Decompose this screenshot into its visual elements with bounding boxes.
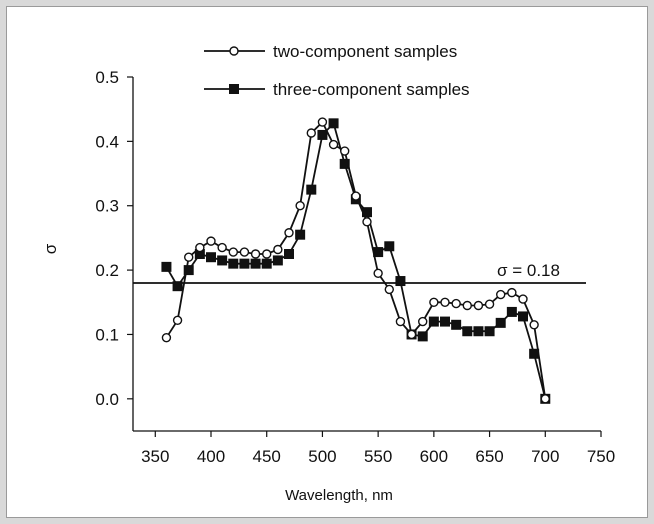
series-2-point (272, 255, 283, 266)
series-1-point (351, 191, 361, 201)
series-2-point (183, 265, 194, 276)
series-1-point (462, 300, 472, 311)
series-1-point (496, 289, 506, 300)
reference-line-label: σ = 0.18 (497, 261, 560, 280)
series-1-point (228, 247, 238, 257)
series-2-point (239, 258, 250, 269)
series-2-point (161, 261, 172, 272)
series-1-point (217, 242, 227, 253)
series-2-point (484, 326, 495, 337)
line-chart: 0.0 0.1 0.2 0.3 0.4 0.5 350 400 450 500 550 600 650 7… (41, 42, 615, 504)
series-2-point (317, 129, 328, 140)
series-1-point (406, 329, 417, 340)
legend: two-component samples three-component sam… (204, 42, 470, 99)
series-2-point (217, 255, 228, 266)
series-2-point (172, 281, 183, 292)
series-2-point (506, 306, 517, 317)
series-2-point (228, 258, 239, 269)
series-2-point (462, 326, 473, 337)
series-1-point (451, 298, 461, 309)
series-2-point (295, 229, 306, 240)
series-1-point (395, 316, 406, 327)
series-1-point (429, 297, 439, 307)
series-2-point (451, 319, 462, 330)
series-2-point (518, 311, 528, 322)
series-2-point (440, 316, 450, 327)
legend-label: three-component samples (273, 80, 470, 99)
series-1-point (184, 252, 194, 262)
series-1-point (161, 332, 172, 343)
x-tick-label: 600 (420, 447, 448, 466)
series-2-point (395, 276, 406, 287)
x-tick-label: 700 (531, 447, 559, 466)
series-1-point (373, 268, 383, 279)
series-1-point (273, 244, 283, 255)
series-2-point (339, 158, 350, 169)
legend-label: two-component samples (273, 42, 457, 61)
series-1-point (195, 242, 205, 253)
series-1-point (340, 146, 350, 156)
series-1-point (507, 287, 517, 298)
x-tick-label: 350 (141, 447, 169, 466)
series-2-point (261, 258, 272, 269)
open-circle-icon (229, 46, 239, 56)
series-1-point (239, 247, 250, 257)
series-2-point (473, 326, 484, 337)
y-tick-label: 0.1 (95, 325, 119, 344)
x-tick-label: 500 (308, 447, 336, 466)
series-1-point (317, 117, 328, 127)
series-1-point (440, 297, 450, 307)
x-axis-label: Wavelength, nm (285, 487, 393, 504)
y-tick-label: 0.5 (95, 68, 119, 87)
chart-panel: 0.0 0.1 0.2 0.3 0.4 0.5 350 400 450 500 550 600 650 7… (6, 6, 648, 518)
x-tick-label: 650 (475, 447, 503, 466)
series-1-point (473, 300, 484, 311)
series-1-point (518, 294, 528, 304)
y-axis-label: σ (41, 243, 60, 254)
series-group (161, 117, 551, 404)
axes: 0.0 0.1 0.2 0.3 0.4 0.5 350 400 450 500 550 600 650 7… (95, 68, 615, 466)
x-tick-label: 400 (197, 447, 225, 466)
series-2-point (206, 252, 216, 263)
series-2-point (284, 249, 294, 259)
y-tick-label: 0.0 (95, 390, 119, 409)
series-2-point (328, 118, 339, 129)
series-1-point (250, 249, 261, 259)
y-tick-label: 0.4 (95, 132, 119, 151)
series-1-point (540, 394, 550, 404)
series-2-point (428, 316, 439, 327)
series-2-point (529, 348, 540, 359)
series-1-point (172, 315, 183, 325)
x-tick-label: 450 (253, 447, 281, 466)
series-2-point (250, 258, 261, 269)
series-2-point (384, 241, 395, 252)
x-tick-label: 750 (587, 447, 615, 466)
filled-square-icon (229, 84, 239, 94)
series-1-point (384, 284, 394, 295)
series-2-point (495, 317, 506, 328)
series-2-point (373, 247, 384, 258)
series-1-point (206, 236, 216, 246)
series-2-point (362, 207, 372, 218)
series-1-point (484, 299, 495, 309)
series-1-point (262, 249, 272, 259)
series-1-point (284, 228, 294, 238)
x-tick-label: 550 (364, 447, 392, 466)
series-2-point (306, 184, 317, 195)
series-1-point (362, 217, 372, 227)
y-tick-label: 0.2 (95, 261, 119, 280)
series-1-point (295, 201, 305, 211)
series-1-point (418, 316, 428, 327)
reference-line-group: σ = 0.18 (133, 261, 586, 284)
y-tick-label: 0.3 (95, 197, 119, 216)
series-1-point (529, 320, 539, 330)
series-1-point (306, 128, 316, 138)
series-1-point (328, 139, 339, 150)
series-2-point (417, 331, 428, 342)
